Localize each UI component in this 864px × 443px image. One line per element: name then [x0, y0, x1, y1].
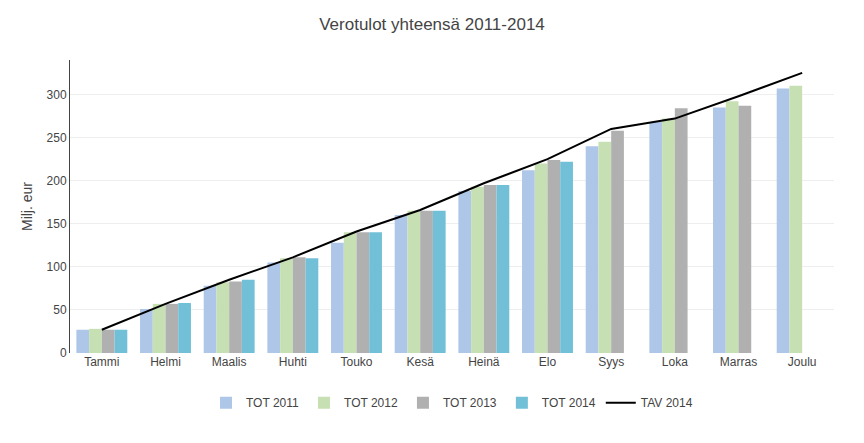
- svg-text:Loka: Loka: [662, 355, 688, 369]
- svg-text:50: 50: [53, 303, 67, 317]
- svg-text:250: 250: [47, 131, 67, 145]
- svg-text:Huhti: Huhti: [279, 355, 307, 369]
- svg-text:Helmi: Helmi: [150, 355, 181, 369]
- svg-text:Touko: Touko: [340, 355, 372, 369]
- svg-text:Joulu: Joulu: [788, 355, 817, 369]
- svg-text:TOT 2014: TOT 2014: [542, 396, 596, 410]
- svg-text:TOT 2011: TOT 2011: [246, 396, 299, 410]
- svg-text:TAV 2014: TAV 2014: [641, 396, 693, 410]
- svg-text:TOT 2012: TOT 2012: [344, 396, 398, 410]
- svg-text:150: 150: [47, 217, 67, 231]
- svg-text:Milj. eur: Milj. eur: [19, 182, 35, 231]
- svg-text:Tammi: Tammi: [84, 355, 119, 369]
- svg-text:Heinä: Heinä: [468, 355, 500, 369]
- svg-text:200: 200: [47, 174, 67, 188]
- svg-text:Elo: Elo: [539, 355, 557, 369]
- svg-text:Kesä: Kesä: [406, 355, 434, 369]
- svg-text:100: 100: [47, 260, 67, 274]
- svg-text:Maalis: Maalis: [212, 355, 247, 369]
- svg-text:Marras: Marras: [720, 355, 757, 369]
- svg-text:300: 300: [47, 88, 67, 102]
- svg-text:Syys: Syys: [598, 355, 624, 369]
- svg-text:0: 0: [60, 346, 67, 360]
- svg-text:TOT 2013: TOT 2013: [443, 396, 497, 410]
- svg-text:Verotulot yhteensä 2011-2014: Verotulot yhteensä 2011-2014: [319, 15, 545, 34]
